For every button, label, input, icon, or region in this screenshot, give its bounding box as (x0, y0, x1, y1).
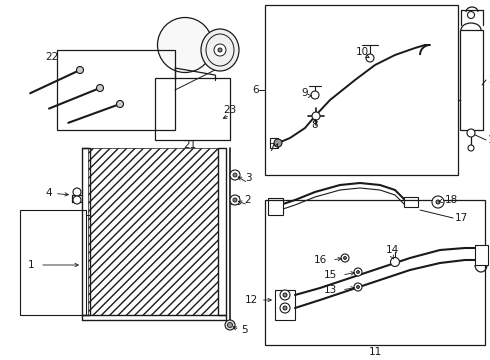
Circle shape (467, 129, 475, 137)
Bar (475, 245, 488, 265)
Text: 18: 18 (445, 195, 458, 205)
Bar (155, 78, 230, 140)
Circle shape (73, 188, 81, 196)
Text: 21: 21 (183, 140, 196, 150)
Circle shape (366, 54, 374, 62)
Circle shape (280, 303, 290, 313)
Text: 22: 22 (45, 52, 58, 62)
Circle shape (391, 257, 399, 266)
Circle shape (432, 196, 444, 208)
Text: 5: 5 (241, 325, 247, 335)
Text: 11: 11 (368, 347, 382, 357)
Circle shape (283, 306, 287, 310)
Circle shape (274, 139, 282, 147)
Circle shape (230, 170, 240, 180)
Text: 13: 13 (324, 285, 337, 295)
Text: 2: 2 (245, 195, 251, 205)
Text: 9: 9 (302, 88, 308, 98)
Text: 16: 16 (314, 255, 327, 265)
Bar (460, 30, 483, 130)
Text: 3: 3 (245, 173, 251, 183)
Circle shape (312, 112, 320, 120)
Bar (218, 148, 226, 315)
Circle shape (436, 200, 440, 204)
Circle shape (283, 293, 287, 297)
Bar (265, 200, 485, 345)
Circle shape (357, 285, 360, 288)
Bar (404, 197, 418, 207)
Text: 14: 14 (385, 245, 399, 255)
Bar (270, 138, 278, 148)
Circle shape (225, 320, 235, 330)
Text: 8: 8 (312, 120, 318, 130)
Text: 12: 12 (245, 295, 271, 305)
Circle shape (230, 195, 240, 205)
Circle shape (214, 44, 226, 56)
Circle shape (357, 270, 360, 274)
Circle shape (354, 268, 362, 276)
Text: 6: 6 (252, 85, 259, 95)
Ellipse shape (157, 18, 213, 72)
Circle shape (311, 91, 319, 99)
Bar (82, 148, 90, 315)
Bar (275, 290, 295, 320)
Text: 17: 17 (455, 213, 468, 223)
Circle shape (341, 254, 349, 262)
Text: 7: 7 (269, 143, 275, 153)
Bar (57, 50, 175, 130)
Bar (265, 5, 458, 175)
Circle shape (97, 85, 103, 91)
Circle shape (468, 145, 474, 151)
Circle shape (117, 100, 123, 108)
Circle shape (227, 323, 232, 328)
Circle shape (354, 283, 362, 291)
Text: 20: 20 (488, 75, 490, 85)
Circle shape (218, 48, 222, 52)
Circle shape (76, 67, 83, 73)
Circle shape (343, 256, 346, 260)
Ellipse shape (201, 29, 239, 71)
Circle shape (280, 290, 290, 300)
Text: 23: 23 (223, 105, 237, 115)
Bar (20, 210, 86, 315)
Bar (88, 148, 218, 315)
Text: 1: 1 (28, 260, 35, 270)
Text: 19: 19 (488, 135, 490, 145)
Text: 15: 15 (324, 270, 337, 280)
Circle shape (73, 196, 81, 204)
Bar (268, 198, 283, 215)
Text: 4: 4 (46, 188, 68, 198)
Circle shape (233, 198, 237, 202)
Text: 10: 10 (355, 47, 368, 57)
Circle shape (233, 173, 237, 177)
Circle shape (467, 12, 474, 18)
